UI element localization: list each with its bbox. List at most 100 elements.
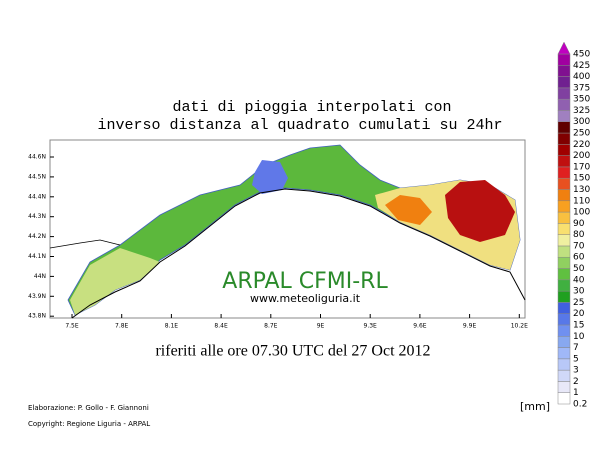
scale-label: 50 bbox=[573, 264, 585, 274]
scale-box bbox=[557, 279, 571, 292]
lat-tick-label: 43.9N bbox=[28, 293, 46, 300]
scale-box bbox=[557, 87, 571, 100]
lat-axis: 44.6N 44.5N 44.4N 44.3N 44.2N 44.1N 44N 43.9N 43… bbox=[28, 154, 54, 320]
title-line: dati di pioggia interpolati con bbox=[172, 99, 451, 116]
scale-box bbox=[557, 121, 571, 134]
scale-box bbox=[557, 392, 571, 405]
scale-box bbox=[557, 98, 571, 111]
scale-box bbox=[557, 65, 571, 77]
scale-label: 350 bbox=[573, 95, 590, 105]
scale-label: 80 bbox=[573, 230, 585, 240]
rain-area-orange bbox=[385, 195, 432, 225]
unit-label: [mm] bbox=[520, 400, 550, 413]
scale-label: 150 bbox=[573, 174, 590, 184]
scale-box bbox=[557, 369, 571, 382]
scale-label: 30 bbox=[573, 287, 585, 297]
lon-tick-label: 8.1E bbox=[165, 323, 179, 330]
scale-label: 130 bbox=[573, 185, 590, 195]
title-line: inverso distanza al quadrato cumulati su… bbox=[97, 117, 502, 134]
coastline bbox=[71, 188, 526, 319]
lat-tick-label: 44.5N bbox=[28, 173, 46, 180]
scale-label: 5 bbox=[573, 354, 579, 364]
scale-box bbox=[557, 336, 571, 348]
lon-tick-label: 7.5E bbox=[65, 323, 79, 330]
scale-label: 200 bbox=[573, 151, 590, 161]
scale-box bbox=[557, 132, 571, 145]
lon-tick-label: 9.6E bbox=[413, 323, 427, 330]
scale-label: 40 bbox=[573, 275, 585, 285]
scale-box bbox=[557, 110, 571, 122]
scale-box bbox=[557, 302, 571, 314]
scale-label: 20 bbox=[573, 309, 585, 319]
scale-label: 450 bbox=[573, 50, 590, 60]
credit-line: Copyright: Regione Liguria - ARPAL bbox=[28, 420, 150, 428]
scale-label: 3 bbox=[573, 366, 579, 376]
scale-box bbox=[557, 245, 571, 258]
lon-tick-label: 8.7E bbox=[264, 323, 278, 330]
scale-box bbox=[557, 200, 571, 213]
lon-axis: 7.5E 7.8E 8.1E 8.4E 8.7E 9E 9.3E 9.6E 9.9E 10.2E bbox=[65, 314, 528, 330]
scale-label: 2 bbox=[573, 377, 579, 387]
scale-box bbox=[557, 53, 571, 66]
scale-label: 300 bbox=[573, 117, 590, 127]
scale-label: 425 bbox=[573, 61, 590, 71]
scale-box bbox=[557, 189, 571, 202]
scale-box bbox=[557, 358, 571, 371]
scale-box bbox=[557, 211, 571, 224]
watermark: ARPAL CFMI-RL bbox=[222, 269, 388, 294]
scale-box bbox=[557, 290, 571, 303]
scale-box bbox=[557, 313, 571, 326]
scale-label: 70 bbox=[573, 241, 585, 251]
lat-tick-label: 44.6N bbox=[28, 154, 46, 161]
scale-arrow bbox=[557, 41, 571, 55]
scale-label: 325 bbox=[573, 106, 590, 116]
scale-label: 10 bbox=[573, 332, 585, 342]
scale-label: 90 bbox=[573, 219, 585, 229]
color-scale: 0.21235710152025304050607080901001101301… bbox=[557, 41, 590, 410]
lon-tick-label: 7.8E bbox=[115, 323, 129, 330]
scale-label: 1 bbox=[573, 388, 579, 398]
scale-box bbox=[557, 166, 571, 179]
scale-label: 250 bbox=[573, 129, 590, 139]
scale-label: 170 bbox=[573, 162, 590, 172]
scale-box bbox=[557, 234, 571, 247]
rain-area-light bbox=[70, 248, 160, 315]
rain-area-red bbox=[445, 180, 515, 242]
scale-label: 100 bbox=[573, 208, 590, 218]
scale-label: 110 bbox=[573, 196, 590, 206]
map: ARPAL CFMI-RL www.meteoliguria.it bbox=[49, 139, 526, 319]
scale-box bbox=[557, 324, 571, 337]
lat-tick-label: 44.3N bbox=[28, 213, 46, 220]
scale-label: 60 bbox=[573, 253, 585, 263]
scale-box bbox=[557, 223, 571, 235]
lon-tick-label: 9E bbox=[317, 323, 325, 330]
lat-tick-label: 44.2N bbox=[28, 233, 46, 240]
scale-box bbox=[557, 268, 571, 281]
scale-label: 220 bbox=[573, 140, 590, 150]
subtitle: riferiti alle ore 07.30 UTC del 27 Oct 2… bbox=[155, 343, 430, 360]
scale-label: 375 bbox=[573, 83, 590, 93]
lat-tick-label: 44.1N bbox=[28, 253, 46, 260]
scale-box bbox=[557, 177, 571, 190]
scale-box bbox=[557, 155, 571, 168]
scale-box bbox=[557, 256, 571, 269]
scale-box bbox=[557, 144, 571, 156]
scale-label: 15 bbox=[573, 320, 584, 330]
lon-tick-label: 8.4E bbox=[214, 323, 228, 330]
lon-tick-label: 9.9E bbox=[463, 323, 477, 330]
lat-tick-label: 44N bbox=[34, 273, 46, 280]
scale-label: 0.2 bbox=[573, 400, 587, 410]
credit-line: Elaborazione: P. Gollo - F. Giannoni bbox=[28, 404, 149, 412]
lon-tick-label: 9.3E bbox=[364, 323, 378, 330]
scale-label: 25 bbox=[573, 298, 584, 308]
border-line bbox=[49, 239, 121, 249]
scale-box bbox=[557, 347, 571, 360]
lon-tick-label: 10.2E bbox=[511, 323, 528, 330]
lat-tick-label: 43.8N bbox=[28, 313, 46, 320]
scale-box bbox=[557, 381, 571, 393]
lat-tick-label: 44.4N bbox=[28, 193, 46, 200]
scale-label: 7 bbox=[573, 343, 579, 353]
website: www.meteoliguria.it bbox=[250, 292, 361, 305]
scale-label: 400 bbox=[573, 72, 590, 82]
